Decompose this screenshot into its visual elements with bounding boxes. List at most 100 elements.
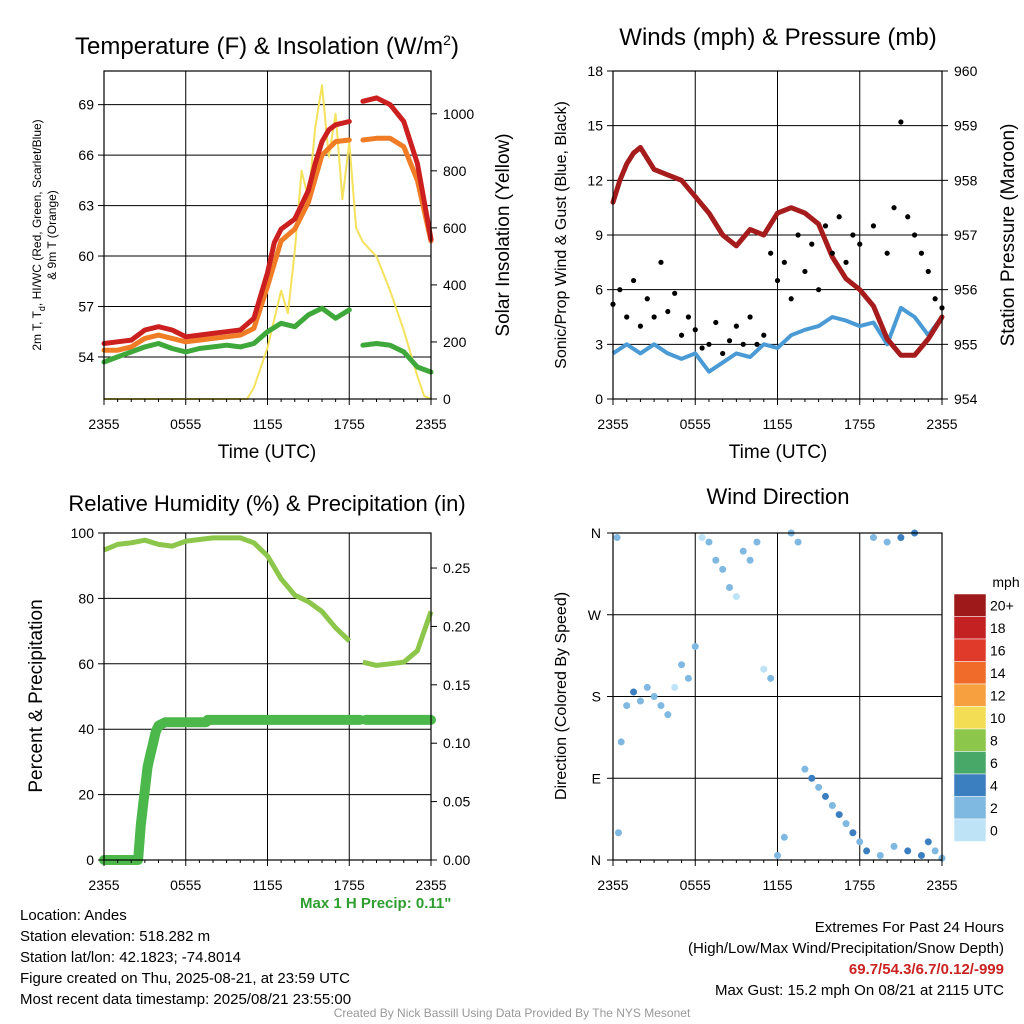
x-tick-label: 2355: [597, 416, 628, 432]
latlon-text: Station lat/lon: 42.1823; -74.8014: [20, 949, 242, 966]
y-tick-label: 57: [78, 298, 94, 314]
colorbar-swatch: [953, 683, 987, 707]
wind-direction-ylabel: Direction (Colored By Speed): [553, 592, 570, 800]
y-tick-label: 60: [78, 656, 94, 672]
direction-point: [876, 851, 884, 859]
gust-point: [836, 214, 842, 220]
colorbar-swatch: [953, 616, 987, 640]
insolation-ylabel: Solar Insolation (Yellow): [493, 133, 514, 336]
y-tick-label: 40: [78, 721, 94, 737]
gust-point: [870, 223, 877, 229]
colorbar-swatch: [953, 706, 987, 730]
gust-point: [678, 332, 685, 338]
x-tick-label: 0555: [680, 877, 711, 893]
y-tick-label: 18: [587, 63, 603, 79]
series-td: [101, 305, 434, 375]
x-tick-label: 2355: [926, 416, 957, 432]
extremes-title: Extremes For Past 24 Hours: [814, 919, 1004, 936]
y-tick-label: N: [591, 525, 601, 541]
gust-point: [918, 250, 925, 256]
x-tick-label: 1755: [334, 416, 365, 432]
x-tick-label: 2355: [597, 877, 628, 893]
direction-point: [698, 534, 706, 542]
gust-point: [781, 259, 787, 265]
colorbar-label: 20+: [990, 597, 1014, 613]
y-tick-label: 9: [595, 227, 603, 243]
direction-point: [835, 811, 843, 819]
series-solar-insolation: [103, 84, 432, 400]
direction-point: [643, 683, 651, 691]
y-tick-label: 12: [587, 172, 603, 188]
y-tick-label: S: [592, 689, 601, 705]
y-tick-label: 20: [78, 787, 94, 803]
extremes-subtitle: (High/Low/Max Wind/Precipitation/Snow De…: [688, 940, 1004, 957]
y2-tick-label: 200: [443, 334, 467, 350]
x-tick-label: 2355: [926, 877, 957, 893]
series-station-pressure: [610, 145, 945, 358]
direction-point: [931, 847, 939, 855]
direction-point: [869, 534, 877, 542]
gust-point: [672, 290, 678, 296]
gust-point: [761, 332, 767, 338]
y2-tick-label: 0.15: [443, 677, 470, 693]
gust-point: [822, 223, 829, 229]
direction-point: [732, 593, 740, 601]
series-precipitation: [99, 714, 436, 865]
extremes-values: 69.7/54.3/6.7/0.12/-999: [848, 961, 1004, 978]
colorbar-label: 18: [990, 620, 1006, 636]
gust-point: [733, 323, 739, 329]
y2-tick-label: 955: [954, 336, 978, 352]
y-tick-label: 0: [86, 852, 94, 868]
series-2m-t: [101, 95, 434, 346]
recent-text: Most recent data timestamp: 2025/08/21 2…: [20, 991, 352, 1008]
max-precip-label: Max 1 H Precip: 0.11": [300, 895, 452, 912]
y-tick-label: 69: [78, 97, 94, 113]
x-tick-label: 1155: [762, 877, 792, 893]
x-tick-label: 2355: [415, 416, 446, 432]
y2-tick-label: 0.05: [443, 794, 470, 810]
colorbar-label: 10: [990, 710, 1006, 726]
gust-point: [726, 338, 733, 344]
series-9m-t: [101, 135, 434, 353]
y2-tick-label: 0.00: [443, 852, 470, 868]
wind-direction-title: Wind Direction: [706, 484, 849, 509]
direction-point: [808, 774, 816, 782]
x-tick-label: 1155: [252, 877, 282, 893]
x-tick-label: 1755: [844, 416, 875, 432]
direction-point: [657, 702, 665, 710]
direction-point: [780, 833, 788, 841]
direction-point: [897, 534, 905, 542]
gust-point: [829, 250, 835, 256]
colorbar-label: 14: [990, 665, 1006, 681]
direction-point: [863, 847, 871, 855]
direction-point: [828, 802, 836, 809]
y-tick-label: 60: [78, 248, 94, 264]
gust-point: [617, 287, 623, 293]
humidity-title: Relative Humidity (%) & Precipitation (i…: [68, 491, 465, 516]
extremes-info: Extremes For Past 24 Hours (High/Low/Max…: [688, 917, 1004, 1001]
colorbar-label: 2: [990, 800, 998, 816]
wind-direction-panel: Wind Direction 2355 0555 1155 1755 2355 N E S W N…: [553, 484, 1020, 893]
colorbar-label: 16: [990, 642, 1006, 658]
colorbar-swatch: [953, 818, 987, 842]
gust-point: [905, 214, 911, 220]
direction-point: [739, 547, 747, 555]
direction-point: [719, 565, 727, 573]
direction-point: [746, 556, 754, 564]
direction-point: [636, 697, 644, 705]
colorbar-label: 8: [990, 732, 998, 748]
direction-point: [794, 538, 802, 546]
y2-tick-label: 600: [443, 220, 467, 236]
gust-point: [932, 296, 938, 302]
pressure-ylabel: Station Pressure (Maroon): [998, 124, 1019, 347]
direction-point: [917, 851, 925, 859]
y2-tick-label: 958: [954, 172, 978, 188]
direction-point: [726, 584, 734, 591]
y-tick-label: W: [588, 607, 602, 623]
y2-tick-label: 1000: [443, 106, 474, 122]
colorbar-swatch: [953, 751, 987, 775]
direction-point: [815, 783, 823, 791]
temperature-panel: Temperature (F) & Insolation (W/m2) 2355…: [30, 32, 514, 463]
gust-point: [713, 319, 719, 326]
